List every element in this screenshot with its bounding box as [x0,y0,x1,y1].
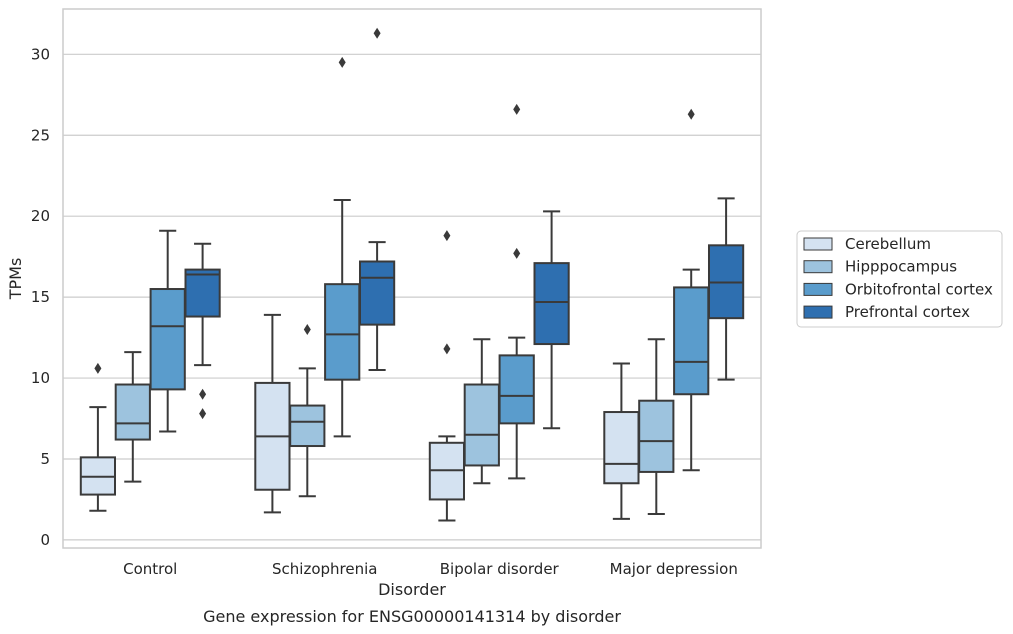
legend-label: Cerebellum [845,235,931,253]
y-axis-label: TPMs [6,258,25,301]
outlier-point [513,103,521,115]
outlier-point [513,247,521,259]
legend-swatch [803,305,833,319]
legend-label: Hipppocampus [845,258,957,276]
box-cerebellum [428,230,466,522]
box-orbitofrontal-cortex [498,103,535,480]
legend-swatch [803,260,833,274]
box-orbitofrontal-cortex [324,56,361,438]
iqr-box [184,268,221,318]
chart-caption: Gene expression for ENSG00000141314 by d… [203,607,621,626]
outlier-point [443,230,451,242]
outlier-point [373,27,381,39]
box-hipppocampus [114,351,151,483]
boxes [79,27,745,522]
y-tick-label: 10 [31,369,50,387]
box-prefrontal-cortex [184,242,221,420]
box-hipppocampus [289,323,326,498]
box-hipppocampus [463,338,500,485]
x-tick-label: Control [123,560,177,578]
iqr-box [673,286,710,396]
iqr-box [603,411,640,485]
iqr-box [114,383,151,441]
outlier-point [443,343,451,355]
box-orbitofrontal-cortex [149,229,186,433]
y-tick-labels: 0 5 10 15 20 25 30 [31,45,50,549]
iqr-box [149,288,186,391]
box-orbitofrontal-cortex [673,108,710,472]
iqr-box [498,354,535,425]
x-axis-label: Disorder [378,580,446,599]
legend-swatch [803,282,833,296]
y-tick-label: 0 [40,531,50,549]
x-tick-labels: Control Schizophrenia Bipolar disorder Majo… [123,560,738,578]
x-tick-label: Major depression [610,560,738,578]
outlier-point [199,408,207,420]
outlier-point [687,108,695,120]
x-tick-label: Schizophrenia [272,560,377,578]
legend-swatch [803,237,833,251]
box-prefrontal-cortex [707,197,745,381]
box-hipppocampus [638,338,675,516]
box-prefrontal-cortex [358,27,396,371]
y-tick-label: 20 [31,207,50,225]
y-tick-label: 25 [31,126,50,144]
y-tick-label: 5 [40,450,50,468]
outlier-point [303,323,311,335]
box-cerebellum [254,313,291,514]
x-tick-label: Bipolar disorder [440,560,560,578]
outlier-point [94,362,102,374]
iqr-box [358,260,396,326]
outlier-point [338,56,346,68]
box-cerebellum [603,362,640,520]
legend: Cerebellum Hipppocampus Orbitofrontal cort… [796,230,1003,328]
iqr-box [533,262,570,346]
y-tick-label: 15 [31,288,50,306]
iqr-box [638,399,675,473]
legend-label: Prefrontal cortex [845,303,970,321]
y-tick-label: 30 [31,45,50,63]
outlier-point [199,388,207,400]
legend-frame [796,230,1003,328]
iqr-box [463,383,500,467]
box-cerebellum [79,362,117,512]
legend-label: Orbitofrontal cortex [845,280,993,298]
iqr-box [289,404,326,448]
box-prefrontal-cortex [533,210,570,430]
iqr-box [324,283,361,381]
plot-area-frame [62,8,762,549]
